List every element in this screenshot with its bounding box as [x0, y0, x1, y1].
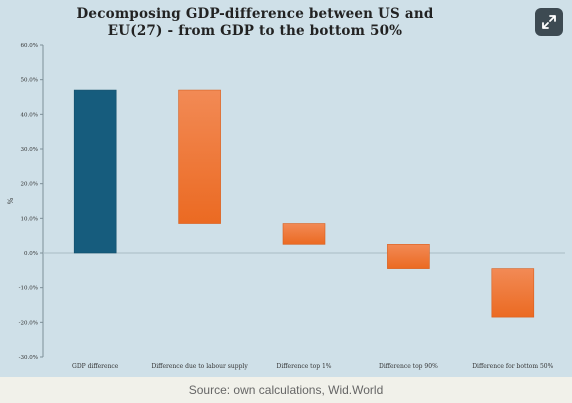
source-caption: Source: own calculations, Wid.World — [0, 377, 572, 403]
bar — [73, 89, 117, 254]
expand-arrows-icon — [541, 14, 557, 30]
bar — [387, 244, 430, 269]
y-tick-label: -30.0% — [19, 355, 38, 361]
y-tick-label: 10.0% — [21, 216, 38, 222]
y-tick-label: 40.0% — [21, 112, 38, 118]
bar — [178, 89, 221, 224]
bar — [491, 268, 535, 318]
y-tick-label: 30.0% — [21, 147, 38, 153]
y-axis-label: % — [7, 197, 15, 204]
x-tick-label: Difference top 1% — [277, 363, 332, 370]
expand-button[interactable] — [535, 8, 563, 36]
chart-panel: Decomposing GDP-difference between US an… — [0, 0, 572, 377]
y-tick-label: -10.0% — [19, 286, 38, 292]
x-tick-label: Difference due to labour supply — [151, 363, 248, 370]
y-tick-label: 60.0% — [21, 43, 38, 49]
chart-title: Decomposing GDP-difference between US an… — [76, 6, 434, 39]
y-tick-label: 0.0% — [24, 251, 38, 257]
waterfall-chart: -30.0% -20.0% -10.0% 0.0% 10.0% 20.0% 30.0% 40.… — [7, 43, 565, 370]
bar — [282, 223, 326, 245]
x-tick-label: GDP difference — [72, 363, 119, 370]
x-tick-label: Difference top 90% — [379, 363, 438, 370]
y-tick-label: 20.0% — [21, 182, 38, 188]
x-tick-label: Difference for bottom 50% — [472, 363, 553, 370]
y-tick-label: 50.0% — [21, 78, 38, 84]
y-tick-label: -20.0% — [19, 320, 38, 326]
